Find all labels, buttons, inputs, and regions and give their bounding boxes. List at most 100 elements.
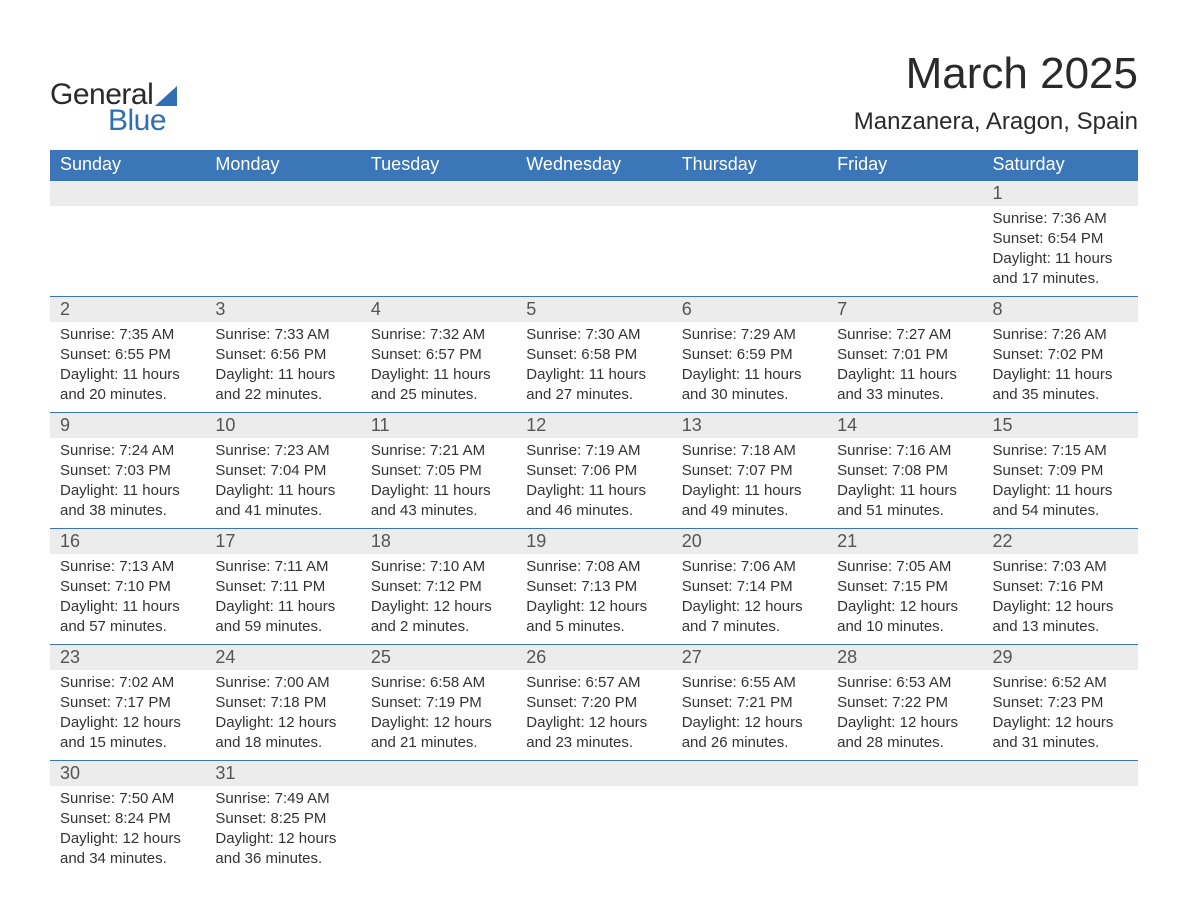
day-number-cell (50, 180, 205, 206)
sunset-line: Sunset: 7:08 PM (837, 461, 972, 481)
sunrise-line: Sunrise: 7:16 AM (837, 441, 972, 461)
calendar-body: 1 Sunrise: 7:36 AMSunset: 6:54 PMDayligh… (50, 180, 1138, 876)
daylight-line: Daylight: 12 hours and 23 minutes. (526, 713, 661, 754)
day-number-cell: 4 (361, 296, 516, 322)
day-number-cell: 24 (205, 644, 360, 670)
daylight-line: Daylight: 11 hours and 46 minutes. (526, 481, 661, 522)
week-content-row: Sunrise: 7:02 AMSunset: 7:17 PMDaylight:… (50, 670, 1138, 761)
day-number-cell (672, 180, 827, 206)
sunrise-line: Sunrise: 7:24 AM (60, 441, 195, 461)
day-content-cell: Sunrise: 6:55 AMSunset: 7:21 PMDaylight:… (672, 670, 827, 761)
sunset-line: Sunset: 7:10 PM (60, 577, 195, 597)
daylight-line: Daylight: 12 hours and 28 minutes. (837, 713, 972, 754)
sunrise-line: Sunrise: 7:35 AM (60, 325, 195, 345)
week-number-row: 3031 (50, 760, 1138, 786)
day-content-cell: Sunrise: 7:35 AMSunset: 6:55 PMDaylight:… (50, 322, 205, 413)
day-number-cell: 28 (827, 644, 982, 670)
day-number-cell: 14 (827, 412, 982, 438)
sunset-line: Sunset: 7:13 PM (526, 577, 661, 597)
week-number-row: 2345678 (50, 296, 1138, 322)
sunrise-line: Sunrise: 7:27 AM (837, 325, 972, 345)
sunset-line: Sunset: 7:06 PM (526, 461, 661, 481)
sunset-line: Sunset: 7:21 PM (682, 693, 817, 713)
daylight-line: Daylight: 11 hours and 59 minutes. (215, 597, 350, 638)
daylight-line: Daylight: 11 hours and 57 minutes. (60, 597, 195, 638)
daylight-line: Daylight: 11 hours and 43 minutes. (371, 481, 506, 522)
day-header: Monday (205, 150, 360, 180)
day-number-cell: 30 (50, 760, 205, 786)
day-content-cell (672, 786, 827, 876)
logo: General Blue (50, 50, 177, 138)
day-content-cell: Sunrise: 7:24 AMSunset: 7:03 PMDaylight:… (50, 438, 205, 529)
daylight-line: Daylight: 11 hours and 20 minutes. (60, 365, 195, 406)
day-number-cell: 8 (983, 296, 1138, 322)
daylight-line: Daylight: 12 hours and 18 minutes. (215, 713, 350, 754)
week-content-row: Sunrise: 7:24 AMSunset: 7:03 PM Daylight:… (50, 438, 1138, 529)
sunrise-line: Sunrise: 7:50 AM (60, 789, 195, 809)
day-content-cell: Sunrise: 7:29 AMSunset: 6:59 PMDaylight:… (672, 322, 827, 413)
day-number-cell: 11 (361, 412, 516, 438)
day-content-cell: Sunrise: 7:11 AMSunset: 7:11 PMDaylight:… (205, 554, 360, 645)
daylight-line: Daylight: 12 hours and 13 minutes. (993, 597, 1128, 638)
daylight-line: Daylight: 12 hours and 21 minutes. (371, 713, 506, 754)
daylight-line: Daylight: 12 hours and 36 minutes. (215, 829, 350, 870)
day-number-cell: 9 (50, 412, 205, 438)
daylight-line: Daylight: 12 hours and 10 minutes. (837, 597, 972, 638)
day-content-cell (361, 206, 516, 297)
daylight-line: Daylight: 11 hours and 51 minutes. (837, 481, 972, 522)
daylight-line: Daylight: 12 hours and 15 minutes. (60, 713, 195, 754)
day-content-cell: Sunrise: 7:18 AMSunset: 7:07 PMDaylight:… (672, 438, 827, 529)
sunset-line: Sunset: 7:03 PM (60, 461, 195, 481)
day-content-cell: Sunrise: 6:52 AMSunset: 7:23 PMDaylight:… (983, 670, 1138, 761)
daylight-line: Daylight: 11 hours and 27 minutes. (526, 365, 661, 406)
day-header: Thursday (672, 150, 827, 180)
sunrise-line: Sunrise: 7:29 AM (682, 325, 817, 345)
sunset-line: Sunset: 6:58 PM (526, 345, 661, 365)
day-content-cell: Sunrise: 6:57 AMSunset: 7:20 PMDaylight:… (516, 670, 671, 761)
daylight-line: Daylight: 11 hours and 25 minutes. (371, 365, 506, 406)
daylight-line: Daylight: 12 hours and 2 minutes. (371, 597, 506, 638)
day-content-cell (983, 786, 1138, 876)
sunset-line: Sunset: 7:02 PM (993, 345, 1128, 365)
day-number-cell: 5 (516, 296, 671, 322)
month-title: March 2025 (854, 50, 1138, 98)
day-number-cell: 6 (672, 296, 827, 322)
day-content-cell: Sunrise: 7:50 AMSunset: 8:24 PMDaylight:… (50, 786, 205, 876)
day-content-cell (672, 206, 827, 297)
day-number-cell: 23 (50, 644, 205, 670)
sunset-line: Sunset: 7:14 PM (682, 577, 817, 597)
sunrise-line: Sunrise: 6:52 AM (993, 673, 1128, 693)
sunset-line: Sunset: 6:56 PM (215, 345, 350, 365)
sunrise-line: Sunrise: 6:57 AM (526, 673, 661, 693)
day-number-cell (827, 760, 982, 786)
day-content-cell: Sunrise: 7:36 AMSunset: 6:54 PMDaylight:… (983, 206, 1138, 297)
sunrise-line: Sunrise: 7:19 AM (526, 441, 661, 461)
day-header-row: Sunday Monday Tuesday Wednesday Thursday… (50, 150, 1138, 180)
week-number-row: 1 (50, 180, 1138, 206)
day-number-cell: 21 (827, 528, 982, 554)
day-content-cell: Sunrise: 7:23 AMSunset: 7:04 PMDaylight:… (205, 438, 360, 529)
daylight-line: Daylight: 11 hours and 17 minutes. (993, 249, 1128, 290)
sunrise-line: Sunrise: 7:23 AM (215, 441, 350, 461)
sunrise-line: Sunrise: 7:00 AM (215, 673, 350, 693)
day-number-cell: 16 (50, 528, 205, 554)
calendar-table: Sunday Monday Tuesday Wednesday Thursday… (50, 150, 1138, 876)
sunset-line: Sunset: 7:23 PM (993, 693, 1128, 713)
day-content-cell (205, 206, 360, 297)
week-content-row: Sunrise: 7:13 AMSunset: 7:10 PMDaylight:… (50, 554, 1138, 645)
sunset-line: Sunset: 7:17 PM (60, 693, 195, 713)
day-number-cell: 10 (205, 412, 360, 438)
sunrise-line: Sunrise: 7:30 AM (526, 325, 661, 345)
day-content-cell: Sunrise: 7:06 AMSunset: 7:14 PMDaylight:… (672, 554, 827, 645)
sunrise-line: Sunrise: 7:15 AM (993, 441, 1128, 461)
day-header: Wednesday (516, 150, 671, 180)
daylight-line: Daylight: 12 hours and 7 minutes. (682, 597, 817, 638)
daylight-line: Daylight: 11 hours and 54 minutes. (993, 481, 1128, 522)
sunrise-line: Sunrise: 7:06 AM (682, 557, 817, 577)
sunrise-line: Sunrise: 7:26 AM (993, 325, 1128, 345)
day-content-cell: Sunrise: 7:19 AMSunset: 7:06 PMDaylight:… (516, 438, 671, 529)
sunset-line: Sunset: 7:16 PM (993, 577, 1128, 597)
day-content-cell: Sunrise: 6:58 AMSunset: 7:19 PMDaylight:… (361, 670, 516, 761)
day-number-cell: 1 (983, 180, 1138, 206)
day-content-cell: Sunrise: 7:10 AMSunset: 7:12 PMDaylight:… (361, 554, 516, 645)
